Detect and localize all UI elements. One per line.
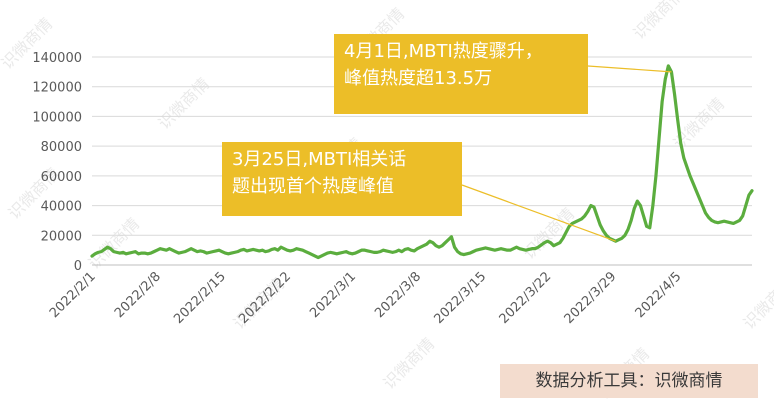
y-axis-ticks: 0 20000 40000 60000 80000 100000 120000 140000 [32,51,82,274]
x-tick-label: 2022/2/8 [112,269,164,321]
watermark-text: 识微商情 [519,204,578,263]
annotation-line: 3月25日,MBTI相关话 [232,149,407,170]
y-tick-label: 80000 [41,140,82,155]
x-tick-label: 2022/2/1 [47,269,99,321]
watermark-text: 识微商情 [379,334,438,393]
watermark-text: 识微商情 [629,0,688,43]
x-tick-label: 2022/3/29 [562,269,620,327]
y-tick-label: 40000 [41,200,82,215]
plot-area [90,64,754,260]
y-tick-label: 0 [74,259,82,274]
x-axis-ticks: 2022/2/1 2022/2/8 2022/2/15 2022/2/22 2022/3… [47,269,685,327]
y-tick-label: 100000 [32,110,82,125]
x-tick-label: 2022/3/1 [307,269,359,321]
watermark-text: 识微商情 [154,74,213,133]
x-tick-label: 2022/2/22 [236,269,294,327]
x-tick-label: 2022/3/15 [432,269,490,327]
annotation-march-25-peak: 3月25日,MBTI相关话 题出现首个热度峰值 [222,142,462,216]
data-source-label: 数据分析工具：识微商情 [500,364,758,398]
y-tick-label: 60000 [41,170,82,185]
annotation-leader [461,184,616,242]
series-line [90,64,754,260]
y-tick-label: 20000 [41,229,82,244]
annotation-leaders [461,65,672,242]
x-tick-label: 2022/2/15 [171,269,229,327]
annotation-line: 题出现首个热度峰值 [232,176,394,197]
annotation-line: 4月1日,MBTI热度骤升， [344,41,543,62]
watermark-text: 识微商情 [84,214,143,273]
watermark-text: 识微商情 [739,274,774,333]
y-tick-label: 140000 [32,51,82,66]
x-tick-label: 2022/3/8 [372,269,424,321]
annotation-leader [587,65,672,73]
annotation-line: 峰值热度超13.5万 [344,68,493,89]
x-tick-label: 2022/3/22 [497,269,555,327]
x-tick-label: 2022/4/5 [633,269,685,321]
y-tick-label: 120000 [32,81,82,96]
annotation-april-1-peak: 4月1日,MBTI热度骤升， 峰值热度超13.5万 [334,34,588,114]
